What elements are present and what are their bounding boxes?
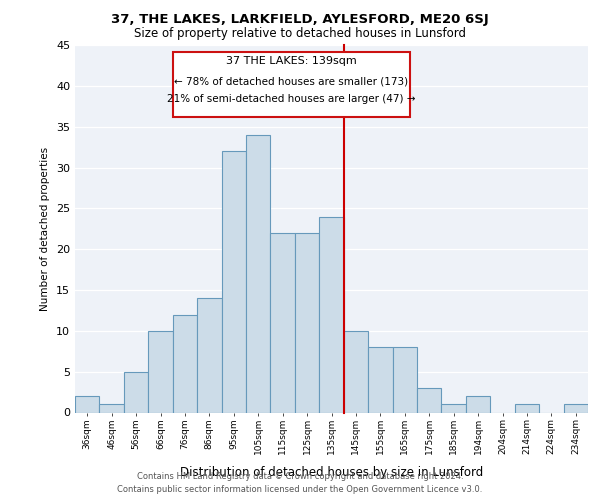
Text: 37, THE LAKES, LARKFIELD, AYLESFORD, ME20 6SJ: 37, THE LAKES, LARKFIELD, AYLESFORD, ME2… bbox=[111, 12, 489, 26]
Bar bbox=[368, 347, 392, 412]
Text: ← 78% of detached houses are smaller (173): ← 78% of detached houses are smaller (17… bbox=[174, 76, 408, 86]
FancyBboxPatch shape bbox=[173, 52, 410, 117]
Bar bbox=[148, 331, 173, 412]
Bar bbox=[271, 233, 295, 412]
Text: Contains HM Land Registry data © Crown copyright and database right 2024.
Contai: Contains HM Land Registry data © Crown c… bbox=[118, 472, 482, 494]
Text: Size of property relative to detached houses in Lunsford: Size of property relative to detached ho… bbox=[134, 28, 466, 40]
Bar bbox=[246, 135, 271, 412]
Bar bbox=[344, 331, 368, 412]
Text: 21% of semi-detached houses are larger (47) →: 21% of semi-detached houses are larger (… bbox=[167, 94, 415, 104]
Y-axis label: Number of detached properties: Number of detached properties bbox=[40, 146, 50, 311]
Bar bbox=[442, 404, 466, 412]
Text: 37 THE LAKES: 139sqm: 37 THE LAKES: 139sqm bbox=[226, 56, 356, 66]
Bar bbox=[173, 314, 197, 412]
Bar bbox=[295, 233, 319, 412]
Bar bbox=[417, 388, 442, 412]
Bar bbox=[319, 216, 344, 412]
X-axis label: Distribution of detached houses by size in Lunsford: Distribution of detached houses by size … bbox=[180, 466, 483, 478]
Bar bbox=[100, 404, 124, 412]
Bar bbox=[392, 347, 417, 412]
Bar bbox=[563, 404, 588, 412]
Bar bbox=[197, 298, 221, 412]
Bar bbox=[75, 396, 100, 412]
Bar bbox=[515, 404, 539, 412]
Bar bbox=[124, 372, 148, 412]
Bar bbox=[221, 151, 246, 412]
Bar bbox=[466, 396, 490, 412]
